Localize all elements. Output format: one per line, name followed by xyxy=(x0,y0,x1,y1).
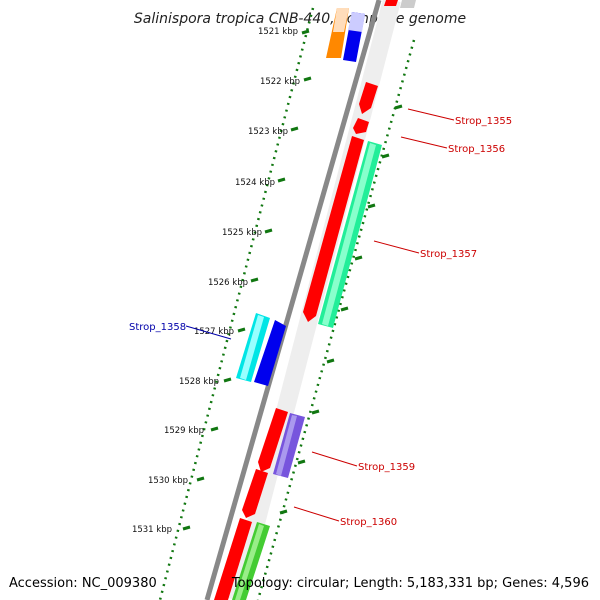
red-feature-bottom xyxy=(214,518,252,600)
tick-label: 1528 kbp xyxy=(179,377,219,387)
tick-label: 1524 kbp xyxy=(235,178,275,188)
label-strop-1357[interactable]: Strop_1357 xyxy=(420,249,477,260)
cyan-feature-highlight xyxy=(240,315,264,380)
tick-label: 1525 kbp xyxy=(222,228,262,238)
green-feature-bottom-highlight xyxy=(235,524,264,600)
tick-label: 1531 kbp xyxy=(132,525,172,535)
tick-label: 1521 kbp xyxy=(258,27,298,37)
ruler-tick xyxy=(182,525,191,531)
ruler-tick xyxy=(264,228,273,234)
outer-dotted-ring xyxy=(256,39,416,600)
outer-ticks xyxy=(279,104,403,515)
ruler-tick xyxy=(223,377,232,383)
tick-label: 1523 kbp xyxy=(248,127,288,137)
leader-strop-1356 xyxy=(400,136,448,149)
backbone-line xyxy=(204,0,382,600)
map-title: Salinispora tropica CNB-440, complete ge… xyxy=(134,11,466,27)
label-strop-1359[interactable]: Strop_1359 xyxy=(358,462,415,473)
gene-strop-1357[interactable] xyxy=(303,136,364,322)
ruler-ticks xyxy=(182,29,312,531)
label-strop-1356[interactable]: Strop_1356 xyxy=(448,144,505,155)
outer-tick xyxy=(311,409,320,415)
ruler-tick xyxy=(277,177,286,183)
leader-lines xyxy=(185,108,455,522)
ruler-tick xyxy=(196,476,205,482)
ruler-tick xyxy=(303,76,312,82)
tick-label: 1527 kbp xyxy=(194,327,234,337)
tick-label: 1526 kbp xyxy=(208,278,248,288)
outer-tick xyxy=(381,153,390,159)
outer-tick xyxy=(394,104,403,110)
ruler-tick xyxy=(237,327,246,333)
genome-summary-text: Topology: circular; Length: 5,183,331 bp… xyxy=(231,576,589,591)
gene-strop-1356[interactable] xyxy=(353,118,369,134)
tick-label: 1522 kbp xyxy=(260,77,300,87)
ruler-tick xyxy=(301,29,310,35)
label-strop-1358[interactable]: Strop_1358 xyxy=(129,322,186,333)
blue-feature-mid xyxy=(254,320,286,386)
outer-tick xyxy=(367,203,376,209)
outer-tick xyxy=(297,459,306,465)
red-feature-topmost xyxy=(384,0,398,6)
gene-strop-1355[interactable] xyxy=(359,82,378,114)
tick-label: 1529 kbp xyxy=(164,426,204,436)
outer-tick xyxy=(354,255,363,261)
outer-tick xyxy=(326,358,335,364)
leader-strop-1355 xyxy=(407,108,455,121)
ruler-tick xyxy=(210,426,219,432)
accession-text: Accession: NC_009380 xyxy=(9,576,157,591)
outer-tick xyxy=(279,509,288,515)
leader-strop-1360 xyxy=(293,506,340,522)
ruler-tick xyxy=(250,277,259,283)
leader-strop-1358 xyxy=(185,325,232,340)
purple-feature-highlight xyxy=(276,415,297,476)
label-strop-1355[interactable]: Strop_1355 xyxy=(455,116,512,127)
blue-feature-top-pale xyxy=(348,12,365,32)
leader-strop-1357 xyxy=(373,240,420,254)
grey-feature-topmost xyxy=(400,0,416,8)
gene-strop-1360[interactable] xyxy=(242,469,268,518)
gene-strop-1359[interactable] xyxy=(258,408,288,472)
orange-feature-pale xyxy=(333,8,349,32)
green-feature-long-highlight xyxy=(322,143,376,326)
outer-tick xyxy=(340,306,349,312)
leader-strop-1359 xyxy=(311,451,358,467)
tick-label: 1530 kbp xyxy=(148,476,188,486)
ruler-labels: 1521 kbp 1522 kbp 1523 kbp 1524 kbp 1525… xyxy=(132,27,300,535)
label-strop-1360[interactable]: Strop_1360 xyxy=(340,517,397,528)
ruler-tick xyxy=(290,126,299,132)
